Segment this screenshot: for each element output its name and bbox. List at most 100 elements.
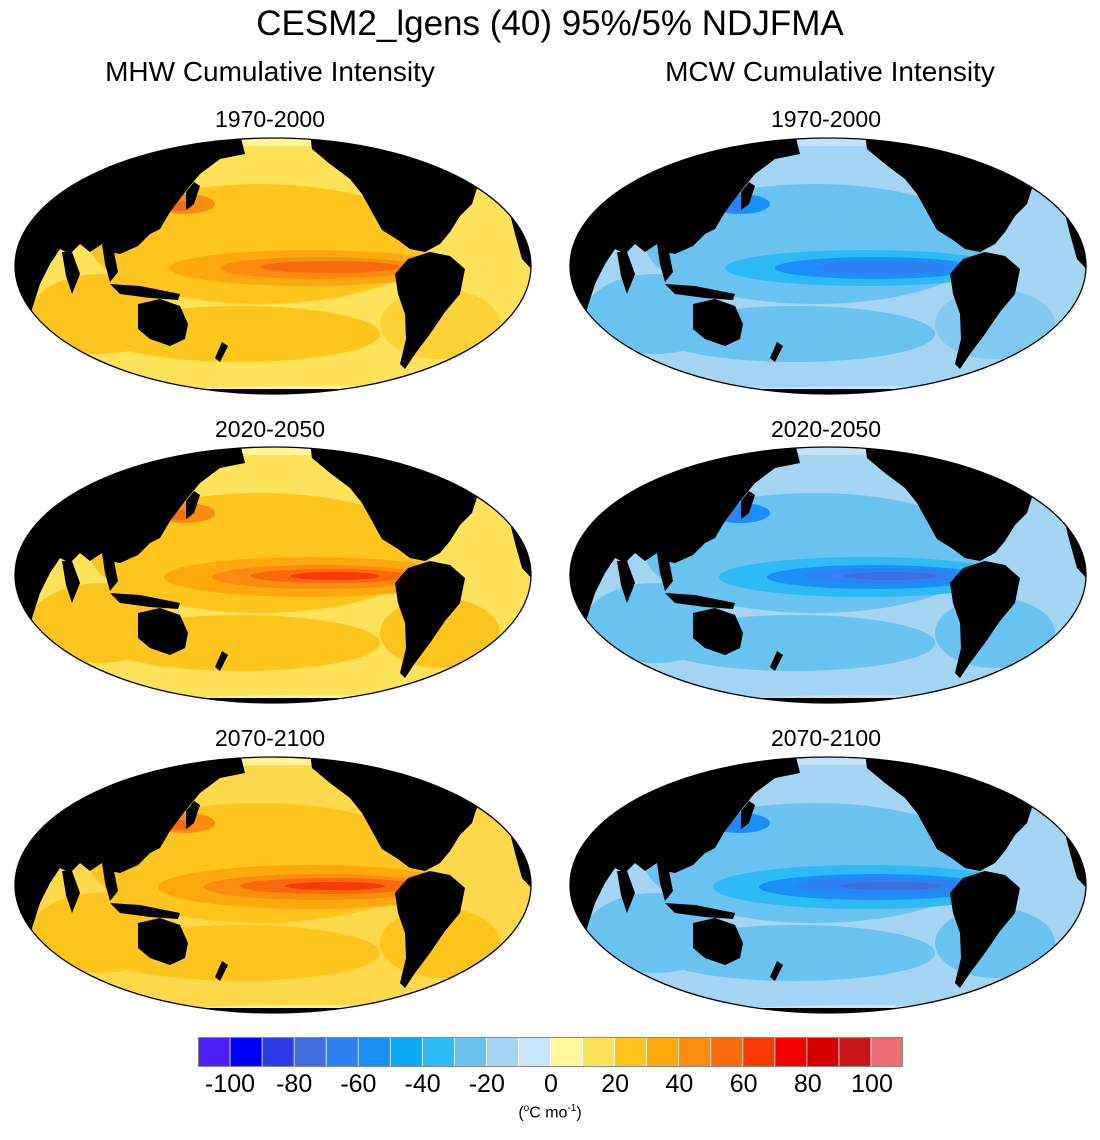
colorbar-tick-label: -40 bbox=[404, 1070, 441, 1098]
land-indonesia bbox=[110, 903, 180, 919]
land-japan bbox=[186, 182, 200, 210]
land-indonesia bbox=[665, 593, 735, 609]
land-south-america bbox=[950, 871, 1020, 988]
land-greenland bbox=[1005, 447, 1085, 468]
colorbar-swatch bbox=[518, 1037, 552, 1067]
land-india bbox=[617, 871, 635, 913]
column-title-mhw: MHW Cumulative Intensity bbox=[105, 56, 435, 87]
land-indonesia bbox=[665, 903, 735, 919]
land-new-zealand bbox=[770, 651, 783, 671]
land-australia bbox=[138, 299, 188, 346]
map-outline bbox=[569, 137, 1087, 395]
column-title-mcw: MCW Cumulative Intensity bbox=[665, 56, 995, 87]
colorbar-swatch bbox=[453, 1037, 488, 1067]
colorbar-tick-label: 80 bbox=[793, 1070, 822, 1098]
colorbar-tick-label: -60 bbox=[340, 1070, 377, 1098]
colorbar-swatch bbox=[806, 1037, 840, 1067]
map-outline bbox=[14, 137, 532, 395]
panel-title-mhw-1: 1970-2000 bbox=[215, 106, 325, 132]
colorbar-swatch bbox=[229, 1037, 263, 1067]
land-greenland bbox=[450, 447, 530, 468]
land-se-asia bbox=[657, 863, 673, 901]
colorbar-swatch bbox=[486, 1037, 520, 1067]
land-japan bbox=[741, 491, 755, 519]
colorbar-tick-label: 20 bbox=[601, 1070, 630, 1098]
colorbar-frame bbox=[198, 1037, 903, 1067]
map-outline bbox=[569, 756, 1087, 1014]
colorbar-tick-label: -100 bbox=[204, 1070, 256, 1098]
land-south-america bbox=[395, 561, 465, 678]
colorbar-tick-label: -20 bbox=[468, 1070, 505, 1098]
land-se-asia bbox=[102, 863, 118, 901]
colorbar-swatch bbox=[838, 1037, 872, 1067]
land-india bbox=[62, 252, 80, 294]
panel-title-mcw-1: 1970-2000 bbox=[771, 106, 881, 132]
land-australia bbox=[138, 918, 188, 965]
colorbar-tick-label: 100 bbox=[851, 1070, 893, 1098]
land-japan bbox=[186, 491, 200, 519]
colorbar-swatch bbox=[742, 1037, 776, 1067]
colorbar-swatch bbox=[678, 1037, 712, 1067]
colorbar-swatch bbox=[870, 1037, 903, 1067]
land-japan bbox=[741, 182, 755, 210]
land-india bbox=[62, 561, 80, 603]
colorbar-swatch bbox=[261, 1037, 296, 1067]
colorbar-units: (oC mo-1) bbox=[518, 1103, 582, 1122]
map-mhw-2070-2100 bbox=[14, 756, 532, 1014]
map-outline bbox=[14, 446, 532, 704]
colorbar-swatch bbox=[774, 1037, 808, 1067]
land-indonesia bbox=[110, 284, 180, 300]
land-south-america bbox=[950, 252, 1020, 369]
land-south-america bbox=[395, 871, 465, 988]
colorbar bbox=[198, 1037, 903, 1067]
colorbar-tick-label: 40 bbox=[665, 1070, 694, 1098]
land-greenland bbox=[450, 138, 530, 159]
land-new-zealand bbox=[770, 961, 783, 981]
land-greenland bbox=[1005, 757, 1085, 778]
colorbar-swatch bbox=[614, 1037, 648, 1067]
land-australia bbox=[693, 299, 743, 346]
land-new-zealand bbox=[215, 342, 228, 362]
map-mhw-1970-2000 bbox=[14, 137, 532, 395]
land-indonesia bbox=[665, 284, 735, 300]
land-japan bbox=[186, 801, 200, 829]
colorbar-swatch bbox=[389, 1037, 424, 1067]
colorbar-swatch bbox=[198, 1037, 231, 1067]
colorbar-swatch bbox=[325, 1037, 360, 1067]
figure-title: CESM2_lgens (40) 95%/5% NDJFMA bbox=[256, 4, 844, 43]
map-mhw-2020-2050 bbox=[14, 446, 532, 704]
land-india bbox=[617, 252, 635, 294]
land-india bbox=[62, 871, 80, 913]
panel-title-mhw-3: 2070-2100 bbox=[215, 725, 325, 751]
land-indonesia bbox=[110, 593, 180, 609]
land-new-zealand bbox=[215, 651, 228, 671]
panel-title-mhw-2: 2020-2050 bbox=[215, 416, 325, 442]
land-india bbox=[617, 561, 635, 603]
colorbar-swatch bbox=[357, 1037, 392, 1067]
colorbar-tick-label: -80 bbox=[276, 1070, 313, 1098]
land-japan bbox=[741, 801, 755, 829]
land-australia bbox=[693, 608, 743, 655]
colorbar-swatch bbox=[582, 1037, 616, 1067]
land-new-zealand bbox=[770, 342, 783, 362]
panel-title-mcw-2: 2020-2050 bbox=[771, 416, 881, 442]
colorbar-swatch bbox=[646, 1037, 680, 1067]
colorbar-swatch bbox=[550, 1037, 584, 1067]
colorbar-tick-label: 60 bbox=[729, 1070, 758, 1098]
land-south-america bbox=[395, 252, 465, 369]
land-south-america bbox=[950, 561, 1020, 678]
colorbar-swatch bbox=[710, 1037, 744, 1067]
colorbar-tick-label: 0 bbox=[544, 1070, 558, 1098]
map-outline bbox=[569, 446, 1087, 704]
land-greenland bbox=[450, 757, 530, 778]
map-mcw-2020-2050 bbox=[569, 446, 1087, 704]
land-new-zealand bbox=[215, 961, 228, 981]
land-se-asia bbox=[102, 553, 118, 591]
land-australia bbox=[138, 608, 188, 655]
map-outline bbox=[14, 756, 532, 1014]
map-mcw-2070-2100 bbox=[569, 756, 1087, 1014]
land-se-asia bbox=[102, 244, 118, 282]
land-greenland bbox=[1005, 138, 1085, 159]
colorbar-swatch bbox=[421, 1037, 456, 1067]
panel-title-mcw-3: 2070-2100 bbox=[771, 725, 881, 751]
